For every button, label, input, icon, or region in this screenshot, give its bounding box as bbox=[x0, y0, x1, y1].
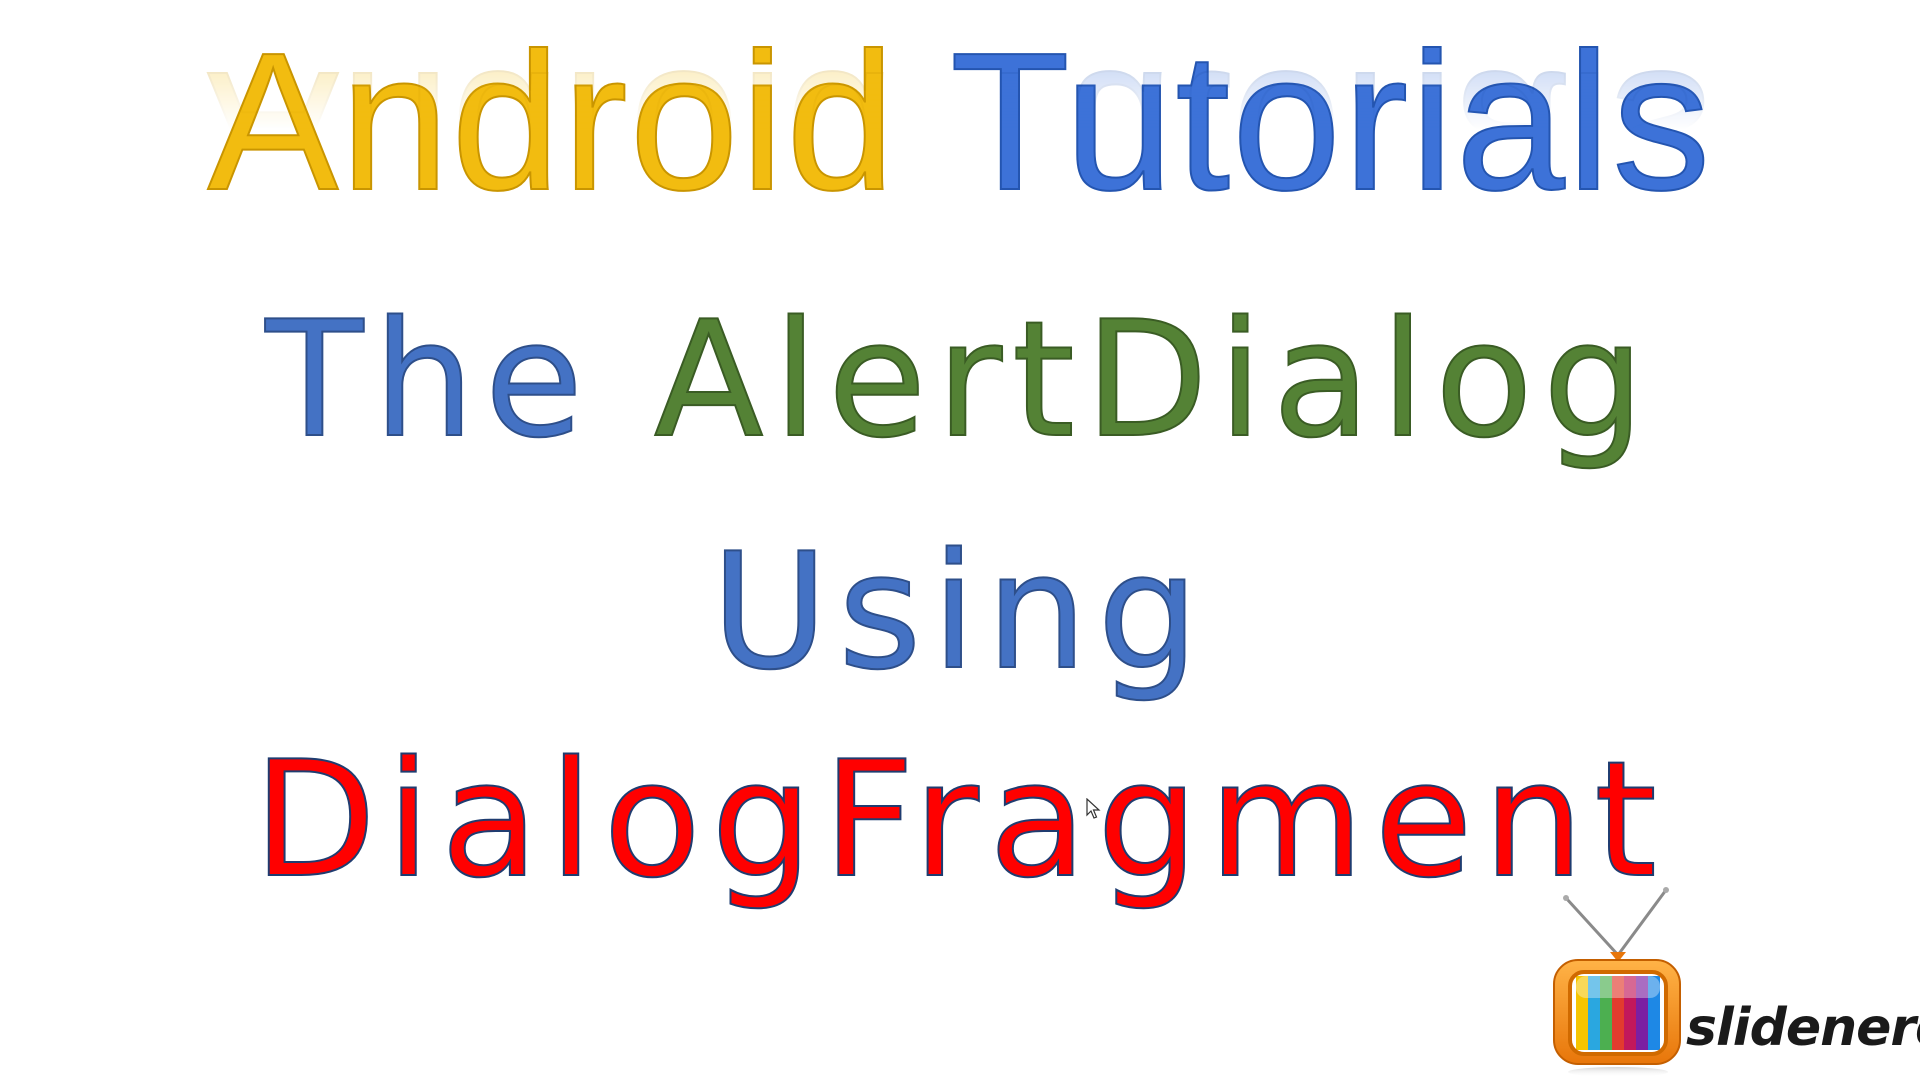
tv-icon bbox=[1553, 887, 1681, 1077]
reflection-word-tutorials: Tutorials bbox=[949, 40, 1713, 240]
slidenerd-logo: slidenerd bbox=[1548, 880, 1920, 1080]
title-word-dialogfragment: DialogFragment bbox=[252, 726, 1667, 913]
title-line-3: DialogFragment bbox=[0, 729, 1920, 911]
mouse-pointer-icon bbox=[1086, 798, 1101, 819]
heading-word-tutorials: Tutorials bbox=[949, 12, 1713, 231]
logo-wordmark: slidenerd bbox=[1686, 998, 1920, 1058]
title-word-using: Using bbox=[710, 518, 1209, 705]
heading: Android Tutorials Android Tutorials bbox=[0, 21, 1920, 332]
title-line-1: The AlertDialog bbox=[0, 289, 1920, 471]
reflection-word-android: Android bbox=[207, 40, 899, 240]
title-word-the: The bbox=[265, 286, 594, 473]
heading-word-android: Android bbox=[207, 12, 898, 231]
title-word-alertdialog: AlertDialog bbox=[653, 286, 1655, 473]
heading-text: Android Tutorials bbox=[207, 21, 1713, 223]
heading-reflection: Android Tutorials bbox=[0, 40, 1920, 240]
title-line-2: Using bbox=[0, 521, 1920, 703]
